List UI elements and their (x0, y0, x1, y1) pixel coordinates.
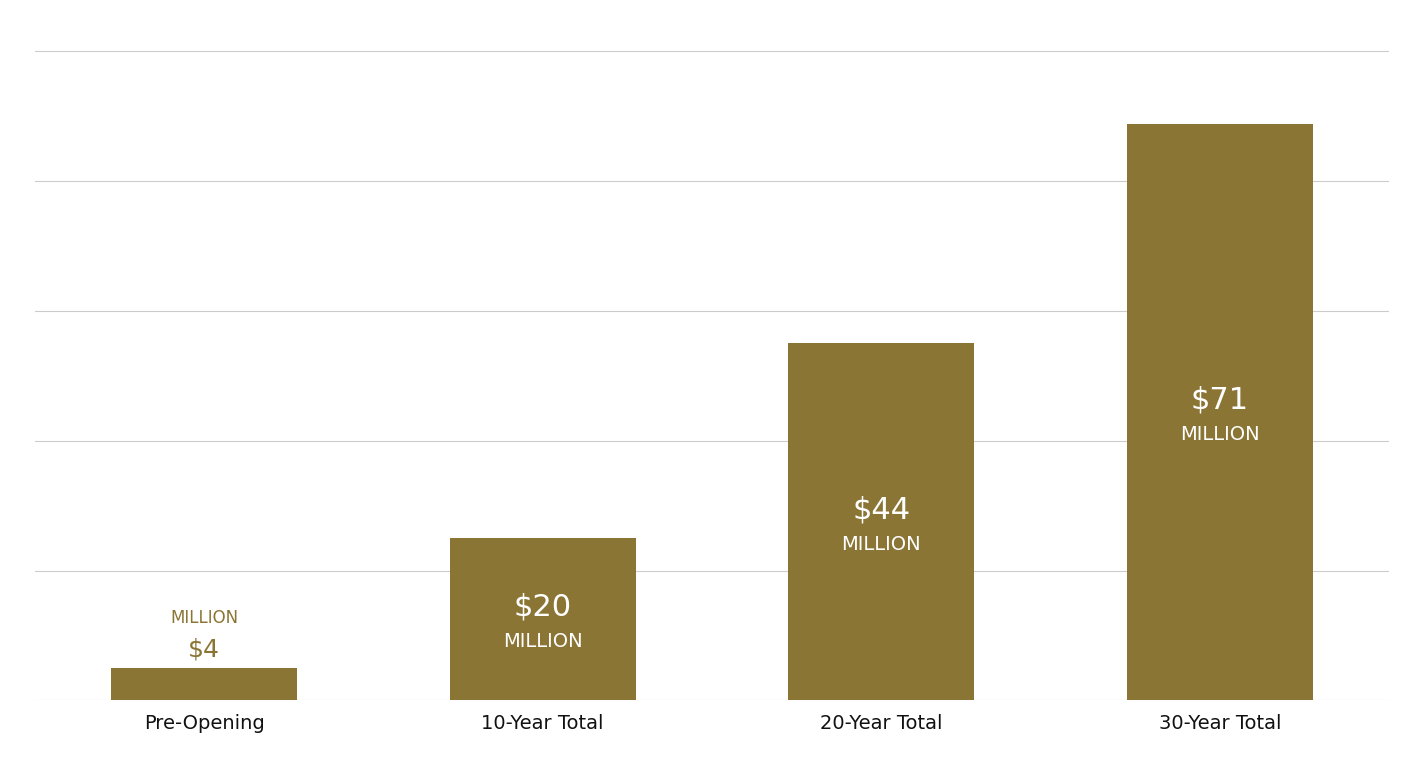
Bar (1126, 124, 1313, 700)
Text: $20: $20 (514, 593, 572, 621)
Text: MILLION: MILLION (169, 609, 238, 627)
Text: $71: $71 (1190, 386, 1249, 415)
Text: $44: $44 (852, 495, 910, 524)
Text: MILLION: MILLION (1180, 425, 1260, 445)
Text: $4: $4 (188, 637, 221, 661)
Text: MILLION: MILLION (503, 632, 582, 651)
Bar (450, 538, 635, 700)
Text: MILLION: MILLION (842, 535, 921, 554)
Bar (789, 343, 974, 700)
Bar (111, 668, 298, 700)
